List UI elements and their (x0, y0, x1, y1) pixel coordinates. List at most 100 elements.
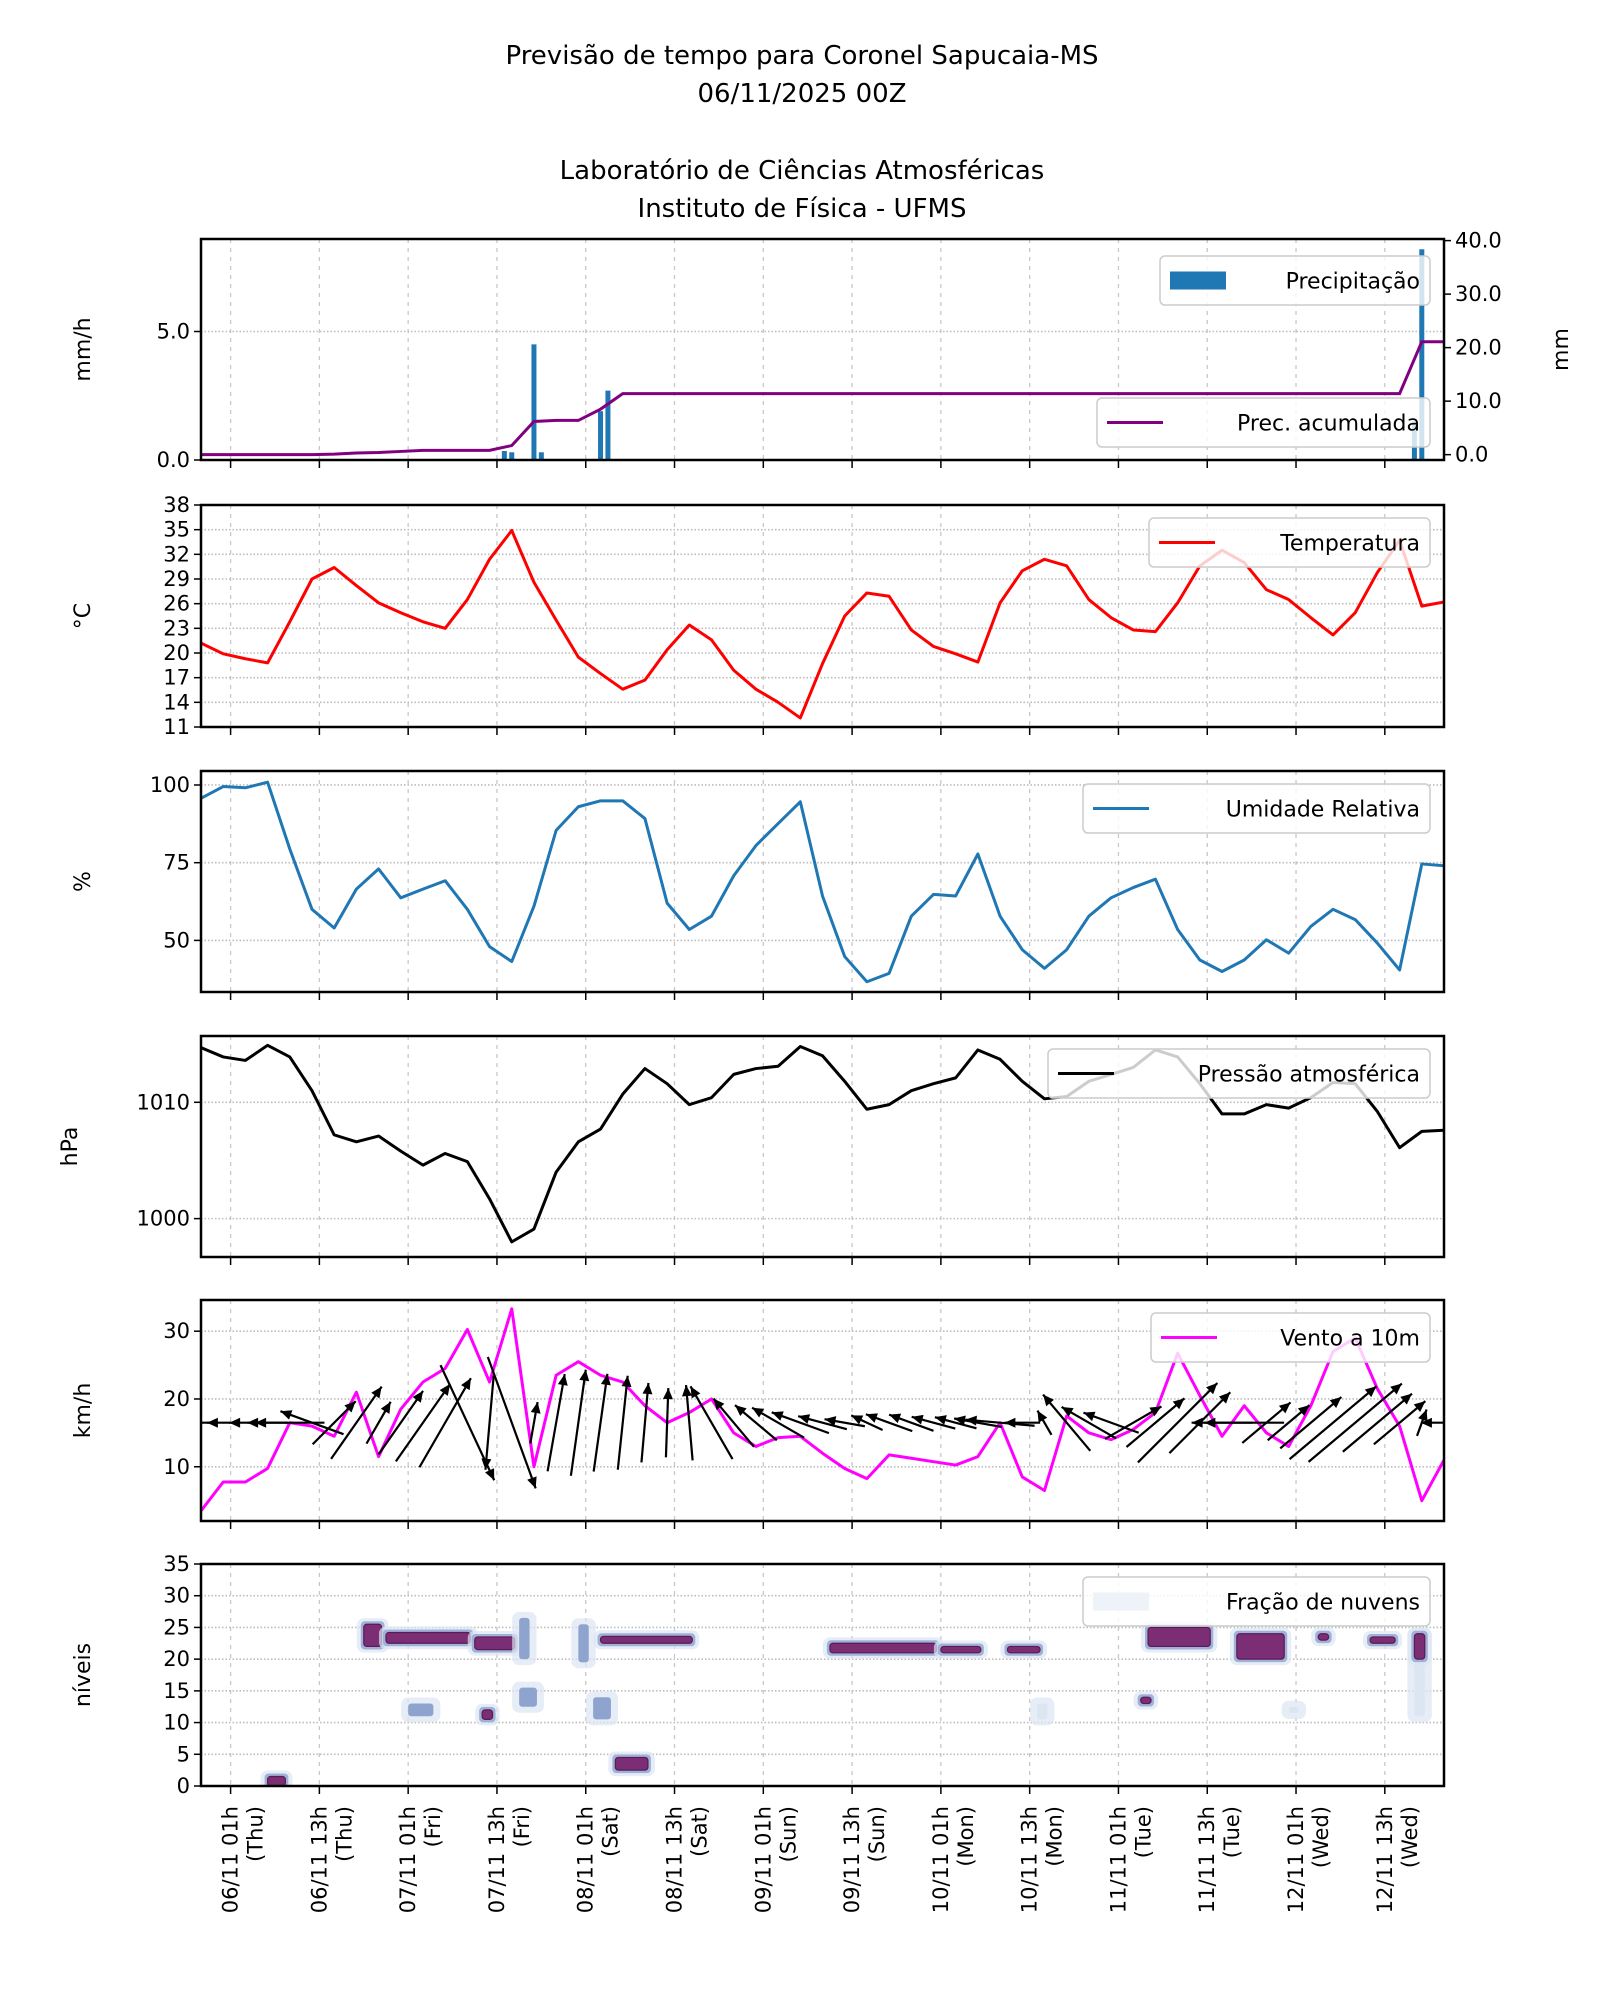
title-line-2: 06/11/2025 00Z (697, 79, 906, 109)
y-right-tick-label: 20.0 (1455, 336, 1502, 360)
x-tick-label: 10/11 01h (929, 1806, 953, 1913)
y-axis-label: níveis (71, 1643, 96, 1707)
y-tick-label: 0.0 (157, 448, 190, 472)
title-line-1: Previsão de tempo para Coronel Sapucaia-… (505, 41, 1098, 71)
y-tick-label: 1010 (137, 1090, 190, 1114)
wind-arrow (1104, 1405, 1162, 1440)
y-tick-label: 10 (163, 1711, 190, 1735)
y-right-axis-label: mm (1549, 328, 1574, 371)
wind-arrow (394, 1383, 451, 1463)
wind-arrow (1083, 1411, 1140, 1434)
wind-arrow (481, 1375, 495, 1470)
wind-arrow (1036, 1410, 1053, 1436)
x-tick-weekday: (Sat) (688, 1806, 712, 1857)
cloud-fraction-region (940, 1645, 982, 1654)
wind-arrow (1125, 1397, 1186, 1448)
y-tick-label: 25 (163, 1615, 190, 1639)
y-right-tick-label: 10.0 (1455, 389, 1502, 413)
y-tick-label: 14 (163, 690, 190, 714)
cloud-fraction-region (599, 1635, 693, 1644)
wind-arrow (682, 1384, 694, 1461)
y-tick-label: 15 (163, 1679, 190, 1703)
wind-arrow (1137, 1382, 1219, 1464)
y-tick-label: 11 (163, 715, 190, 739)
wind-arrow (965, 1415, 1035, 1427)
x-tick-label: 06/11 13h (307, 1806, 331, 1913)
cloud-fraction-region (1006, 1645, 1041, 1654)
wind-arrow (797, 1414, 848, 1431)
x-tick-weekday: (Wed) (1309, 1806, 1333, 1868)
x-tick-weekday: (Thu) (244, 1806, 268, 1862)
x-tick-label: 07/11 13h (485, 1806, 509, 1913)
accumulated-precip-line (201, 340, 1444, 457)
y-tick-label: 75 (163, 851, 190, 875)
axes-frame (199, 1034, 1446, 1259)
x-tick-weekday: (Fri) (421, 1806, 445, 1847)
y-axis-label: °C (71, 603, 96, 629)
y-tick-label: 1000 (137, 1207, 190, 1231)
legend: Precipitação (1159, 255, 1431, 306)
y-axis-label: mm/h (71, 317, 96, 381)
wind-arrow (592, 1373, 611, 1472)
wind-arrow (1204, 1417, 1285, 1428)
wind-arrow (771, 1411, 830, 1435)
wind-arrow (824, 1416, 866, 1428)
plot-area (260, 1611, 1432, 1786)
precip-bar (531, 344, 537, 460)
x-tick-weekday: (Sun) (865, 1806, 889, 1862)
x-tick-weekday: (Mon) (1043, 1806, 1067, 1867)
cloud-fraction-region (1288, 1706, 1300, 1714)
cloud-fraction-region (578, 1624, 589, 1663)
y-tick-label: 35 (163, 518, 190, 542)
wind-arrow (365, 1401, 392, 1445)
wind-arrow (1267, 1404, 1311, 1442)
x-tick-label: 08/11 01h (574, 1806, 598, 1913)
y-tick-label: 10 (163, 1455, 190, 1479)
wind-arrow (640, 1382, 653, 1463)
legend-label: Precipitação (1286, 270, 1420, 295)
y-tick-label: 5 (177, 1742, 190, 1766)
axes-frame (199, 503, 1446, 729)
legend-label: Temperatura (1279, 532, 1420, 557)
legend-label: Vento a 10m (1280, 1327, 1420, 1352)
legend: Pressão atmosférica (1047, 1048, 1431, 1099)
cloud-fraction-region (385, 1631, 471, 1644)
y-tick-label: 0 (177, 1774, 190, 1798)
legend: Temperatura (1148, 517, 1431, 568)
wind-arrow (1288, 1385, 1378, 1460)
cloud-fraction-region (481, 1709, 494, 1721)
wind-arrow (418, 1377, 472, 1468)
x-tick-label: 11/11 01h (1106, 1806, 1130, 1913)
cloud-fraction-region (1236, 1633, 1285, 1660)
wind-arrow (330, 1385, 383, 1460)
x-tick-label: 09/11 13h (840, 1806, 864, 1913)
wind-arrow (953, 1415, 1002, 1428)
y-tick-label: 30 (163, 1319, 190, 1343)
legend: Umidade Relativa (1082, 783, 1431, 834)
cloud-fraction-region (363, 1623, 383, 1648)
legend-swatch (1170, 271, 1226, 290)
cloud-fraction-region (829, 1642, 938, 1654)
precip-bar (509, 452, 515, 460)
axes-frame (199, 237, 1446, 462)
wind-arrow (662, 1388, 673, 1458)
y-right-tick-label: 30.0 (1455, 282, 1502, 306)
plot-area (201, 1307, 1444, 1512)
wind-arrow (1004, 1417, 1041, 1428)
y-tick-label: 5.0 (157, 320, 190, 344)
precip-bar (1419, 249, 1425, 460)
wind-arrow (865, 1413, 913, 1433)
wind-arrow (1373, 1400, 1427, 1446)
wind-arrow (486, 1356, 537, 1489)
cloud-fraction-region (408, 1703, 434, 1717)
wind-arrow (1061, 1405, 1117, 1440)
legend-label: Prec. acumulada (1237, 412, 1420, 437)
cloud-fraction-region (593, 1697, 611, 1720)
wind-arrow (546, 1373, 568, 1472)
y-right-tick-label: 0.0 (1455, 443, 1488, 467)
x-tick-weekday: (Mon) (954, 1806, 978, 1867)
x-tick-label: 11/11 13h (1195, 1806, 1219, 1913)
y-tick-label: 23 (163, 616, 190, 640)
cloud-fraction-region (266, 1775, 286, 1786)
